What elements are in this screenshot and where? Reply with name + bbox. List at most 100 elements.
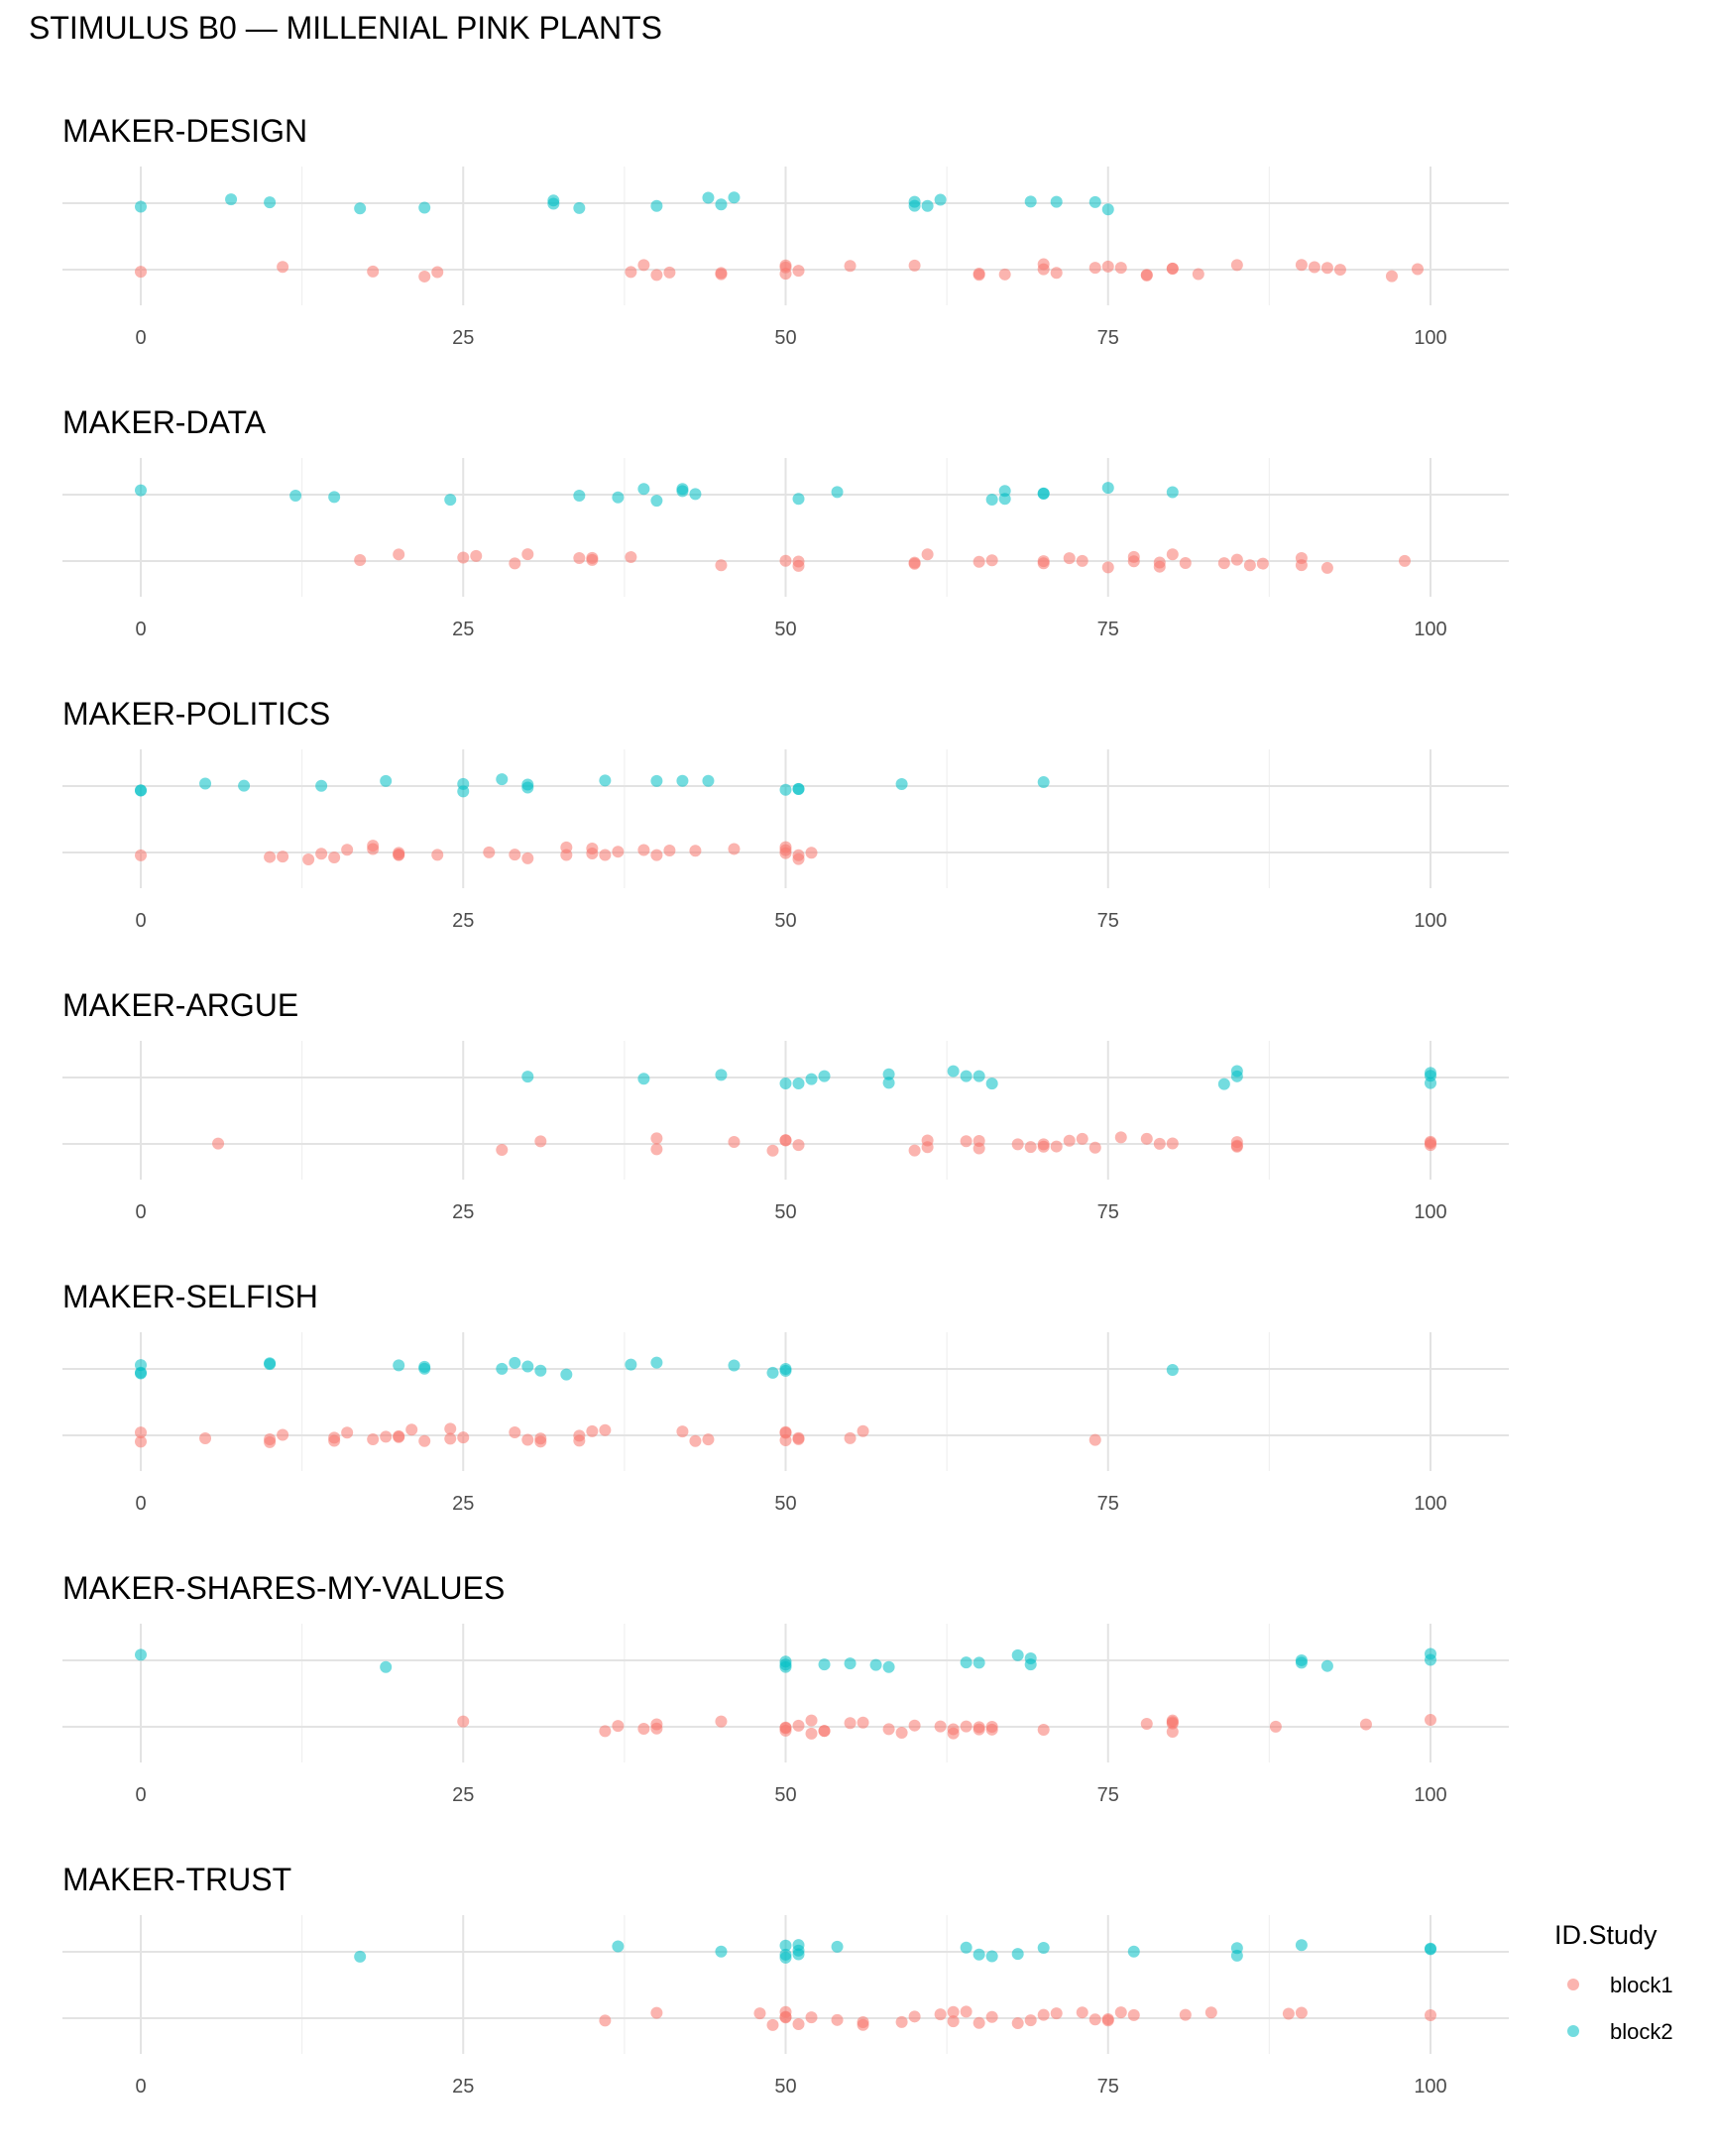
data-point-block1: [1295, 2006, 1308, 2019]
data-point-block2: [135, 784, 147, 797]
data-point-block1: [650, 849, 663, 861]
data-point-block1: [509, 849, 521, 861]
data-point-block2: [560, 1368, 573, 1381]
data-point-block2: [947, 1065, 960, 1078]
data-point-block1: [1101, 561, 1114, 574]
x-tick-label: 0: [135, 1493, 146, 1515]
data-point-block1: [431, 266, 444, 279]
data-point-block1: [985, 554, 998, 567]
x-tick-label: 25: [452, 910, 474, 932]
data-point-block2: [199, 777, 212, 790]
data-point-block1: [973, 2016, 985, 2029]
data-point-block2: [135, 1359, 147, 1372]
data-point-block1: [715, 267, 728, 280]
data-point-block1: [444, 1432, 457, 1445]
data-point-block1: [985, 1723, 998, 1736]
data-point-block2: [1166, 486, 1179, 499]
data-point-block1: [367, 843, 380, 855]
data-point-block1: [728, 843, 741, 855]
x-tick-label: 75: [1097, 910, 1119, 932]
data-point-block1: [367, 265, 380, 278]
data-point-block1: [1063, 552, 1076, 565]
x-tick-label: 100: [1414, 619, 1446, 640]
data-point-block1: [509, 1426, 521, 1439]
data-point-block1: [1308, 261, 1320, 274]
data-point-block1: [1140, 1132, 1153, 1145]
data-point-block1: [534, 1435, 547, 1448]
data-point-block1: [599, 1423, 612, 1436]
data-point-block2: [650, 774, 663, 787]
data-point-block1: [560, 841, 573, 853]
data-point-block1: [444, 1422, 457, 1435]
data-point-block1: [792, 2017, 805, 2030]
panel-title: MAKER-SELFISH: [62, 1279, 318, 1314]
data-point-block1: [1050, 267, 1063, 280]
data-point-block1: [1166, 1716, 1179, 1729]
data-point-block1: [135, 1435, 147, 1448]
data-point-block2: [960, 1941, 973, 1954]
x-tick-label: 25: [452, 327, 474, 349]
data-point-block1: [199, 1432, 212, 1445]
data-point-block1: [844, 1717, 857, 1730]
data-point-block1: [818, 1725, 831, 1738]
data-point-block1: [637, 259, 650, 272]
x-tick-label: 100: [1414, 1493, 1446, 1515]
data-point-block1: [908, 2010, 921, 2023]
data-point-block1: [1140, 269, 1153, 282]
data-point-block2: [457, 777, 470, 790]
data-point-block1: [728, 1135, 741, 1148]
x-tick-label: 50: [774, 910, 796, 932]
x-tick-label: 75: [1097, 1201, 1119, 1223]
data-point-block1: [844, 1431, 857, 1444]
data-point-block2: [1024, 1651, 1037, 1664]
data-point-block2: [728, 191, 741, 204]
data-point-block2: [380, 1660, 393, 1673]
data-point-block1: [1425, 1714, 1436, 1727]
data-point-block1: [573, 1434, 586, 1447]
data-point-block1: [805, 2011, 818, 2024]
panel-title: MAKER-ARGUE: [62, 987, 298, 1023]
data-point-block1: [1024, 2014, 1037, 2027]
data-point-block2: [779, 1660, 792, 1673]
data-point-block1: [277, 851, 289, 863]
data-point-block2: [612, 1940, 625, 1953]
data-point-block2: [315, 779, 328, 792]
x-tick-label: 75: [1097, 1493, 1119, 1515]
data-point-block1: [457, 1715, 470, 1728]
data-point-block1: [1101, 2014, 1114, 2027]
data-point-block1: [1011, 1138, 1024, 1151]
data-point-block2: [1011, 1948, 1024, 1961]
x-tick-label: 100: [1414, 1784, 1446, 1806]
data-point-block1: [1243, 559, 1256, 572]
data-point-block1: [1333, 264, 1346, 277]
data-point-block1: [1425, 2008, 1436, 2021]
data-point-block1: [805, 1714, 818, 1727]
data-point-block2: [998, 493, 1011, 506]
panel: MAKER-DATA 0 25 50 75 100: [62, 404, 1509, 640]
data-point-block1: [354, 554, 367, 567]
data-point-block2: [805, 1073, 818, 1085]
data-point-block2: [882, 1077, 895, 1089]
data-point-block1: [1088, 2013, 1101, 2026]
data-point-block2: [689, 488, 702, 501]
data-point-block2: [831, 486, 844, 499]
data-point-block1: [393, 1429, 405, 1442]
data-point-block2: [354, 202, 367, 215]
data-point-block1: [1359, 1718, 1372, 1731]
data-point-block1: [625, 266, 637, 279]
data-point-block1: [805, 847, 818, 859]
data-point-block2: [1425, 1067, 1436, 1079]
legend-title: ID.Study: [1554, 1920, 1658, 1950]
data-point-block1: [921, 1141, 934, 1154]
data-point-block1: [1114, 262, 1127, 275]
data-point-block2: [779, 1948, 792, 1961]
panel: MAKER-TRUST 0 25 50 75 100: [62, 1862, 1509, 2098]
data-point-block1: [1076, 554, 1088, 567]
data-point-block1: [1114, 1131, 1127, 1144]
data-point-block1: [650, 1132, 663, 1145]
x-tick-label: 25: [452, 1493, 474, 1515]
legend-entries: block1 block2: [1567, 1973, 1673, 2044]
data-point-block2: [393, 1359, 405, 1372]
data-point-block2: [779, 1078, 792, 1090]
data-point-block1: [135, 849, 147, 861]
